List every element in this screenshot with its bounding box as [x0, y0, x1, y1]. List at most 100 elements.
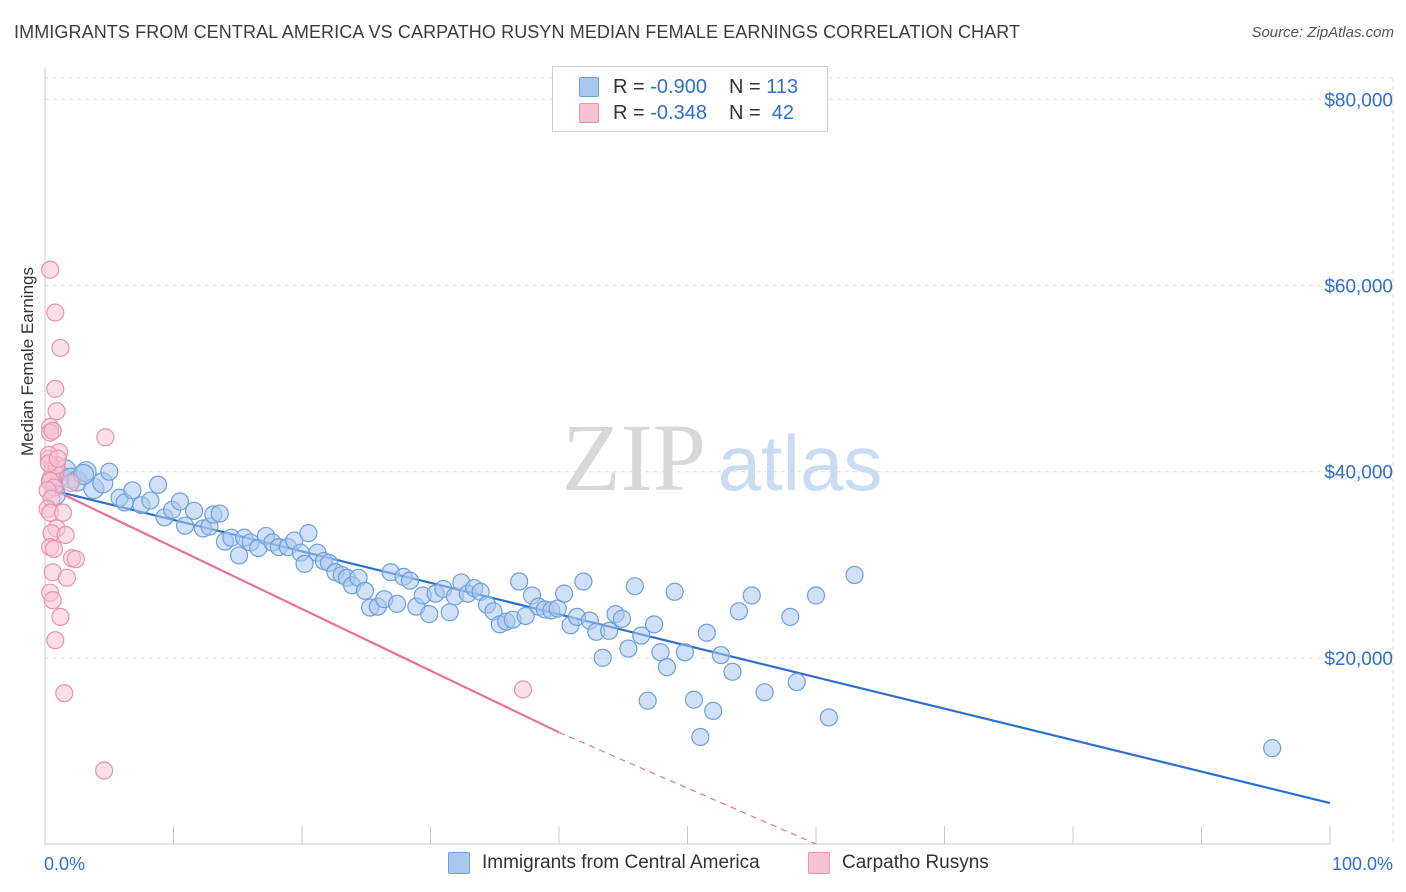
bottom-legend-label: Immigrants from Central America — [482, 852, 760, 873]
point-carpatho-rusyn — [61, 473, 80, 492]
point-central-america — [1263, 739, 1282, 758]
point-central-america — [684, 690, 704, 709]
axes — [44, 68, 1331, 845]
point-central-america — [148, 475, 168, 494]
point-carpatho-rusyn — [96, 428, 115, 447]
point-carpatho-rusyn — [44, 539, 64, 559]
point-carpatho-rusyn — [95, 761, 114, 780]
point-central-america — [806, 586, 826, 605]
y-axis-label: Median Female Earnings — [18, 267, 37, 456]
point-carpatho-rusyn — [55, 684, 74, 703]
point-central-america — [355, 581, 375, 600]
point-central-america — [516, 606, 535, 626]
watermark-zip: ZIP — [562, 404, 706, 511]
point-central-america — [440, 603, 459, 622]
point-central-america — [593, 648, 612, 667]
point-central-america — [170, 492, 190, 511]
bottom-legend-central-america: Immigrants from Central America — [448, 852, 760, 874]
trend-line-carpatho-rusyns-extension — [558, 731, 817, 845]
legend-swatch-blue — [579, 77, 599, 97]
y-tick-label: $20,000 — [1324, 649, 1393, 670]
point-central-america — [819, 708, 838, 727]
legend-r-value: -0.900 — [650, 75, 707, 98]
chart-title: IMMIGRANTS FROM CENTRAL AMERICA VS CARPA… — [14, 22, 1021, 42]
point-carpatho-rusyn — [43, 591, 62, 610]
point-central-america — [644, 615, 664, 634]
legend-n-label: N = — [728, 75, 761, 98]
point-carpatho-rusyn — [46, 631, 65, 650]
y-tick-label: $60,000 — [1324, 277, 1393, 298]
point-central-america — [400, 571, 420, 590]
point-central-america — [711, 645, 731, 665]
point-carpatho-rusyn — [57, 568, 76, 587]
legend-row-carpatho-rusyns: R = -0.348 N = 42 — [579, 100, 794, 126]
legend-r-value: -0.348 — [650, 101, 707, 124]
point-carpatho-rusyn — [41, 260, 60, 279]
point-central-america — [755, 683, 774, 702]
point-central-america — [787, 672, 806, 692]
point-central-america — [555, 584, 574, 603]
point-central-america — [625, 577, 644, 596]
data-points — [38, 260, 1282, 780]
legend: R = -0.900 N = 113 R = -0.348 N = 42 — [552, 66, 828, 132]
x-tick-label: 100.0% — [1332, 854, 1393, 874]
point-central-america — [845, 565, 864, 585]
point-central-america — [619, 639, 638, 658]
bottom-legend-label: Carpatho Rusyns — [842, 852, 989, 873]
point-central-america — [175, 516, 195, 535]
legend-r-label: R = — [613, 75, 645, 98]
y-tick-labels: $20,000 $40,000 $60,000 $80,000 — [1324, 90, 1393, 669]
point-central-america — [123, 481, 142, 500]
point-carpatho-rusyn — [51, 338, 70, 358]
watermark-atlas: atlas — [718, 419, 883, 507]
bottom-legend-swatch-blue — [448, 852, 470, 874]
trend-line-carpatho-rusyns — [44, 484, 560, 734]
legend-r-label: R = — [613, 101, 645, 124]
y-tick-label: $40,000 — [1324, 463, 1393, 484]
point-central-america — [210, 504, 229, 523]
point-carpatho-rusyn — [513, 680, 533, 699]
point-carpatho-rusyn — [46, 379, 65, 398]
point-central-america — [697, 623, 716, 642]
bottom-legend-swatch-pink — [808, 852, 830, 874]
point-carpatho-rusyn — [66, 550, 85, 569]
point-central-america — [675, 643, 695, 662]
point-central-america — [657, 658, 677, 677]
point-central-america — [600, 621, 619, 640]
x-tick-labels: 0.0% 100.0% — [44, 854, 1393, 874]
legend-n-value: 113 — [766, 75, 799, 98]
point-central-america — [184, 501, 204, 520]
legend-row-central-america: R = -0.900 N = 113 — [579, 74, 798, 100]
point-central-america — [781, 607, 800, 626]
point-central-america — [742, 586, 761, 605]
point-central-america — [574, 572, 593, 591]
point-central-america — [665, 582, 684, 601]
point-central-america — [632, 626, 651, 645]
point-carpatho-rusyn — [48, 449, 67, 468]
point-central-america — [100, 462, 119, 481]
point-central-america — [229, 546, 249, 565]
legend-n-label: N = — [728, 101, 761, 124]
point-central-america — [295, 554, 314, 573]
point-central-america — [691, 727, 710, 747]
point-carpatho-rusyn — [51, 607, 70, 626]
point-carpatho-rusyn — [53, 503, 73, 522]
point-central-america — [612, 609, 632, 628]
point-central-america — [704, 701, 723, 721]
x-tick-label: 0.0% — [44, 854, 85, 874]
point-carpatho-rusyn — [56, 525, 75, 545]
point-central-america — [141, 491, 160, 510]
point-carpatho-rusyn — [47, 402, 66, 421]
point-central-america — [723, 662, 742, 681]
point-central-america — [299, 524, 318, 543]
point-carpatho-rusyn — [46, 303, 65, 322]
point-central-america — [510, 572, 529, 591]
y-tick-label: $80,000 — [1324, 90, 1393, 111]
source-label: Source: ZipAtlas.com — [1251, 24, 1394, 41]
point-central-america — [387, 594, 407, 613]
legend-swatch-pink — [579, 103, 599, 123]
legend-n-value: 42 — [771, 101, 795, 124]
point-central-america — [638, 691, 657, 710]
bottom-legend-carpatho-rusyns: Carpatho Rusyns — [808, 852, 989, 874]
